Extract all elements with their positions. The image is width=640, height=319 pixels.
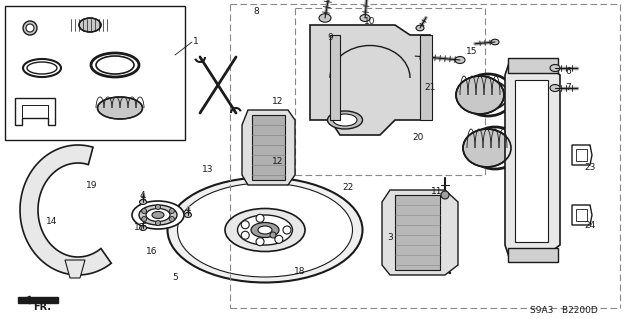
Circle shape (141, 209, 147, 213)
Circle shape (241, 221, 249, 229)
Text: 9: 9 (327, 33, 333, 42)
Ellipse shape (177, 183, 353, 277)
Text: 23: 23 (584, 164, 596, 173)
Circle shape (256, 214, 264, 222)
Ellipse shape (97, 97, 143, 119)
Circle shape (141, 217, 147, 221)
Circle shape (275, 235, 283, 243)
Circle shape (170, 217, 174, 221)
Polygon shape (515, 80, 548, 242)
Ellipse shape (140, 226, 147, 230)
Ellipse shape (456, 76, 504, 114)
Polygon shape (242, 110, 295, 185)
Ellipse shape (146, 209, 170, 221)
Circle shape (270, 232, 276, 238)
Polygon shape (310, 25, 430, 135)
Circle shape (26, 24, 34, 32)
Circle shape (241, 231, 249, 239)
Ellipse shape (328, 111, 362, 129)
Text: 1: 1 (193, 38, 199, 47)
Ellipse shape (360, 14, 370, 21)
Polygon shape (65, 260, 85, 278)
Circle shape (256, 238, 264, 246)
Text: 24: 24 (584, 220, 596, 229)
Circle shape (170, 209, 174, 213)
Ellipse shape (463, 129, 511, 167)
Ellipse shape (184, 212, 191, 218)
Text: 17: 17 (134, 224, 146, 233)
Text: 14: 14 (46, 218, 58, 226)
Ellipse shape (258, 226, 272, 234)
Polygon shape (508, 58, 558, 73)
Ellipse shape (225, 209, 305, 251)
Ellipse shape (491, 39, 499, 45)
Text: 22: 22 (342, 183, 354, 192)
Ellipse shape (139, 205, 177, 225)
Polygon shape (20, 145, 111, 275)
Text: 7: 7 (565, 84, 571, 93)
Text: 20: 20 (412, 133, 424, 143)
Polygon shape (420, 35, 432, 120)
Ellipse shape (152, 211, 164, 219)
Circle shape (156, 220, 161, 226)
Ellipse shape (550, 85, 560, 92)
Polygon shape (508, 248, 558, 262)
Circle shape (23, 21, 37, 35)
Polygon shape (382, 190, 458, 275)
Text: 12: 12 (272, 158, 284, 167)
Ellipse shape (140, 200, 147, 204)
Text: 10: 10 (364, 18, 376, 26)
Text: 19: 19 (86, 181, 98, 189)
Text: 18: 18 (294, 268, 306, 277)
Text: 5: 5 (172, 273, 178, 283)
Polygon shape (5, 6, 185, 140)
Text: 15: 15 (467, 48, 477, 56)
Circle shape (135, 214, 141, 220)
Ellipse shape (455, 56, 465, 63)
Text: 6: 6 (565, 68, 571, 77)
Text: 13: 13 (202, 166, 214, 174)
Ellipse shape (251, 222, 279, 238)
Polygon shape (18, 297, 58, 303)
Polygon shape (330, 35, 340, 120)
Ellipse shape (237, 215, 292, 245)
Circle shape (168, 220, 174, 226)
Polygon shape (505, 60, 560, 260)
Ellipse shape (319, 14, 331, 22)
Polygon shape (572, 145, 592, 165)
Text: 16: 16 (147, 248, 157, 256)
Ellipse shape (168, 177, 362, 283)
Ellipse shape (132, 201, 184, 229)
Text: 8: 8 (253, 8, 259, 17)
Circle shape (441, 191, 449, 199)
Circle shape (156, 204, 161, 210)
Circle shape (148, 221, 154, 227)
Polygon shape (252, 115, 285, 180)
Text: FR.: FR. (33, 302, 51, 312)
Text: S9A3   B2200D: S9A3 B2200D (530, 306, 598, 315)
Text: 11: 11 (431, 188, 443, 197)
Text: 21: 21 (424, 84, 436, 93)
Polygon shape (300, 12, 480, 170)
Ellipse shape (550, 64, 560, 71)
Text: 3: 3 (387, 234, 393, 242)
Polygon shape (572, 205, 592, 225)
Ellipse shape (333, 114, 357, 126)
Text: 12: 12 (272, 98, 284, 107)
Text: 4: 4 (139, 190, 145, 199)
Ellipse shape (416, 25, 424, 31)
Circle shape (283, 226, 291, 234)
Polygon shape (395, 195, 440, 270)
Ellipse shape (79, 18, 101, 32)
Circle shape (142, 204, 148, 210)
Circle shape (162, 203, 168, 209)
